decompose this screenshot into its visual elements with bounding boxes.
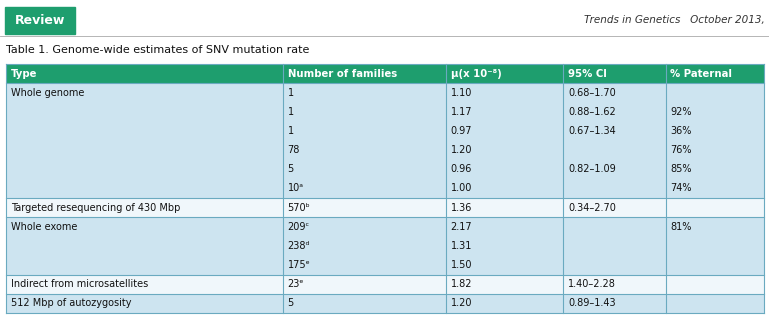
Text: 0.96: 0.96 xyxy=(451,164,472,174)
Bar xyxy=(6,179,764,198)
Text: 1.20: 1.20 xyxy=(451,298,472,308)
Text: 5: 5 xyxy=(288,164,294,174)
Text: 1.00: 1.00 xyxy=(451,183,472,194)
Text: 570ᵇ: 570ᵇ xyxy=(288,203,310,212)
Text: 0.82–1.09: 0.82–1.09 xyxy=(568,164,616,174)
Bar xyxy=(6,83,764,102)
Text: 209ᶜ: 209ᶜ xyxy=(288,222,310,232)
Text: Table 1. Genome-wide estimates of SNV mutation rate: Table 1. Genome-wide estimates of SNV mu… xyxy=(6,44,310,55)
Text: 0.34–2.70: 0.34–2.70 xyxy=(568,203,616,212)
Bar xyxy=(6,275,764,294)
Text: 0.89–1.43: 0.89–1.43 xyxy=(568,298,616,308)
Text: 74%: 74% xyxy=(671,183,692,194)
Text: 0.68–1.70: 0.68–1.70 xyxy=(568,88,616,98)
Text: 2.17: 2.17 xyxy=(451,222,472,232)
Bar xyxy=(5,7,75,34)
Text: 1.20: 1.20 xyxy=(451,145,472,155)
Text: 0.88–1.62: 0.88–1.62 xyxy=(568,107,616,117)
Text: 0.67–1.34: 0.67–1.34 xyxy=(568,126,616,136)
Text: 1.82: 1.82 xyxy=(451,279,472,289)
Bar xyxy=(6,64,764,83)
Text: 78: 78 xyxy=(288,145,300,155)
Text: 10ᵃ: 10ᵃ xyxy=(288,183,304,194)
Text: Review: Review xyxy=(15,14,65,27)
Text: 1.17: 1.17 xyxy=(451,107,472,117)
Text: 1.10: 1.10 xyxy=(451,88,472,98)
Bar xyxy=(6,102,764,122)
Text: 1: 1 xyxy=(288,107,294,117)
Text: 23ᵉ: 23ᵉ xyxy=(288,279,304,289)
Text: Whole genome: Whole genome xyxy=(11,88,84,98)
Text: 76%: 76% xyxy=(671,145,692,155)
Text: 92%: 92% xyxy=(671,107,692,117)
Text: Whole exome: Whole exome xyxy=(11,222,77,232)
Text: 1.50: 1.50 xyxy=(451,260,472,270)
Text: Indirect from microsatellites: Indirect from microsatellites xyxy=(11,279,148,289)
Bar xyxy=(6,198,764,217)
Bar xyxy=(6,294,764,313)
Bar xyxy=(6,140,764,160)
Text: 5: 5 xyxy=(288,298,294,308)
Text: 1.31: 1.31 xyxy=(451,241,472,251)
Bar xyxy=(6,236,764,255)
Text: 238ᵈ: 238ᵈ xyxy=(288,241,310,251)
Text: Number of families: Number of families xyxy=(288,68,397,79)
Bar xyxy=(6,160,764,179)
Text: 1: 1 xyxy=(288,126,294,136)
Text: 81%: 81% xyxy=(671,222,692,232)
Bar xyxy=(6,122,764,140)
Bar xyxy=(6,217,764,236)
Text: 1.40–2.28: 1.40–2.28 xyxy=(568,279,616,289)
Text: Targeted resequencing of 430 Mbp: Targeted resequencing of 430 Mbp xyxy=(11,203,180,212)
Text: 175ᵉ: 175ᵉ xyxy=(288,260,310,270)
Text: μ(x 10⁻⁸): μ(x 10⁻⁸) xyxy=(451,68,501,79)
Text: 1.36: 1.36 xyxy=(451,203,472,212)
Text: 95% CI: 95% CI xyxy=(568,68,607,79)
Text: 85%: 85% xyxy=(671,164,692,174)
Text: 1: 1 xyxy=(288,88,294,98)
Text: 512 Mbp of autozygosity: 512 Mbp of autozygosity xyxy=(11,298,131,308)
Text: Type: Type xyxy=(11,68,37,79)
Text: % Paternal: % Paternal xyxy=(671,68,732,79)
Bar xyxy=(6,255,764,275)
Text: 36%: 36% xyxy=(671,126,692,136)
Text: 0.97: 0.97 xyxy=(451,126,472,136)
Text: Trends in Genetics   October 2013,: Trends in Genetics October 2013, xyxy=(584,15,764,26)
